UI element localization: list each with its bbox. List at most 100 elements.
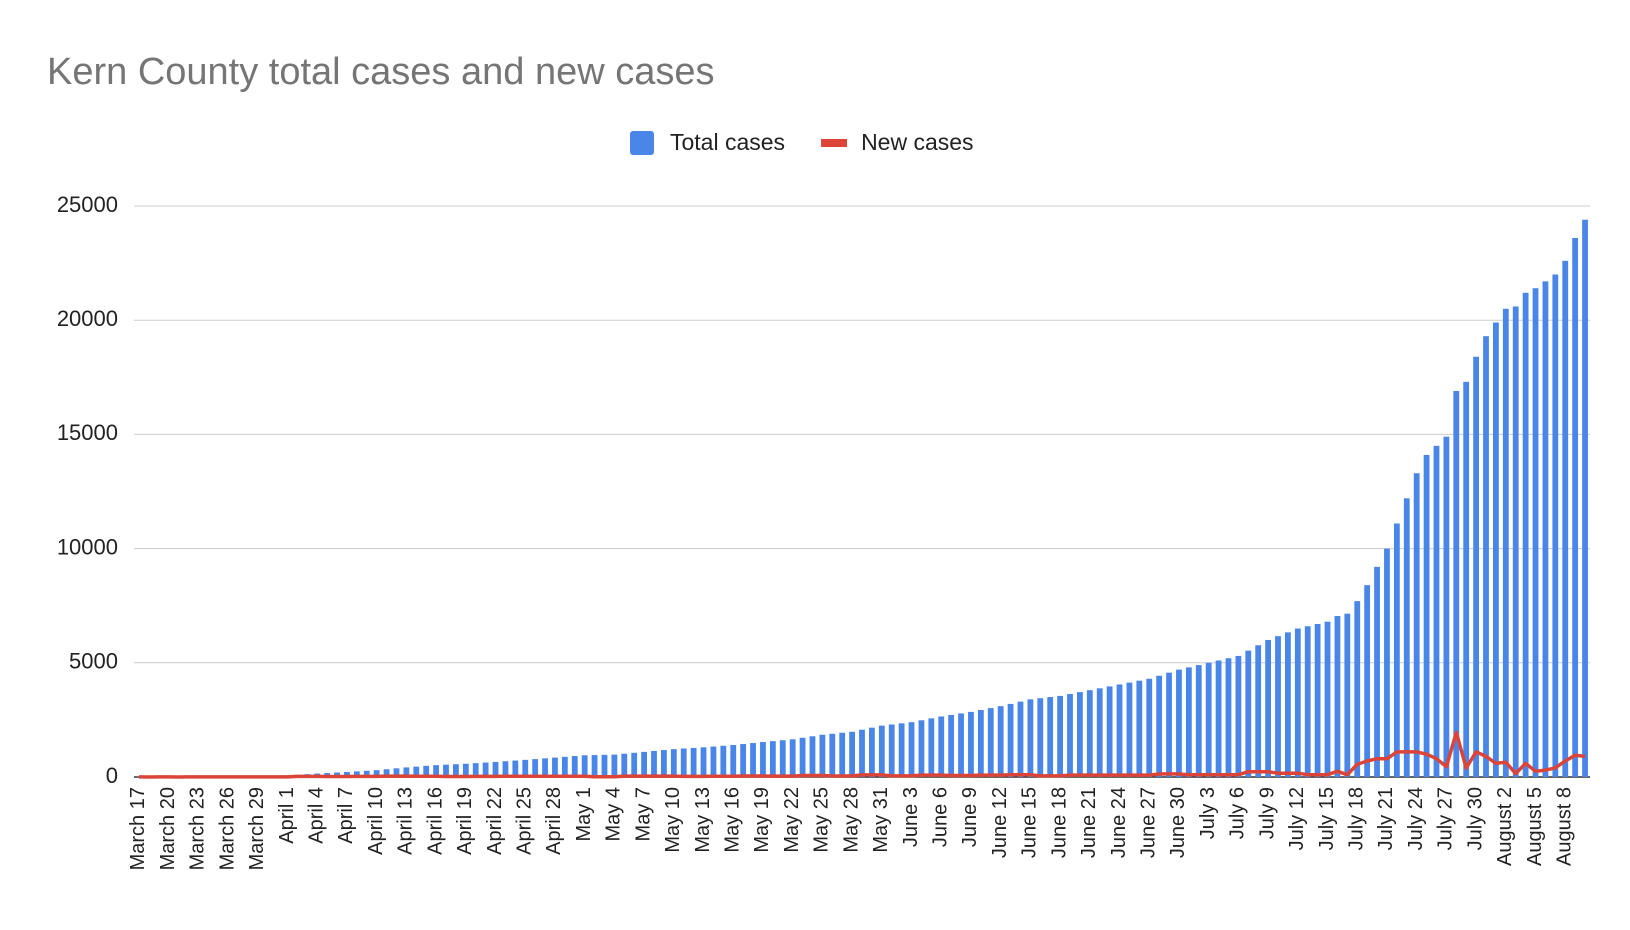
- bar: [453, 764, 459, 777]
- bar: [1572, 237, 1579, 777]
- bar: [1334, 615, 1341, 777]
- chart-title: Kern County total cases and new cases: [47, 51, 715, 93]
- bar: [443, 764, 449, 777]
- bar: [373, 770, 380, 777]
- bar: [1086, 690, 1093, 777]
- bar: [769, 741, 776, 777]
- x-tick-label: April 10: [365, 787, 387, 855]
- bar: [1512, 306, 1519, 777]
- bar: [651, 750, 657, 777]
- x-tick-label: June 15: [1019, 787, 1041, 858]
- bar: [730, 745, 737, 777]
- bar: [1384, 548, 1390, 777]
- bar: [700, 747, 707, 777]
- bar: [1532, 288, 1539, 777]
- bar: [1057, 695, 1063, 777]
- bar: [948, 714, 955, 777]
- bar: [482, 762, 489, 777]
- bar: [1077, 692, 1083, 777]
- x-tick-label: August 5: [1524, 787, 1546, 866]
- x-tick-label: May 16: [722, 787, 744, 853]
- bar: [542, 758, 548, 777]
- x-tick-label: June 24: [1108, 787, 1130, 858]
- bar: [760, 742, 766, 777]
- bar: [1364, 585, 1371, 777]
- bar: [661, 750, 667, 777]
- x-tick-label: July 15: [1316, 787, 1338, 850]
- legend-swatch: [821, 139, 848, 147]
- x-tick-label: June 3: [900, 787, 922, 847]
- bar: [1354, 601, 1361, 777]
- bar: [1413, 473, 1420, 777]
- bar: [740, 744, 747, 777]
- x-tick-label: April 28: [543, 787, 565, 855]
- bar: [403, 767, 410, 777]
- bar: [1493, 322, 1499, 777]
- bar: [1344, 613, 1351, 777]
- x-tick-label: July 3: [1197, 787, 1219, 839]
- bar: [1552, 274, 1559, 777]
- x-tick-label: May 25: [811, 787, 833, 853]
- x-tick-label: June 30: [1167, 787, 1189, 858]
- x-tick-label: March 29: [246, 787, 268, 870]
- bar: [1285, 632, 1291, 777]
- bar: [423, 765, 430, 777]
- bar: [878, 725, 885, 777]
- bar: [433, 765, 439, 777]
- x-tick-label: April 16: [424, 787, 446, 855]
- bar: [1463, 381, 1470, 777]
- x-tick-label: April 19: [454, 787, 476, 855]
- bar: [641, 751, 647, 777]
- bar: [1146, 678, 1153, 777]
- bar: [472, 763, 479, 777]
- y-tick-label: 20000: [57, 306, 118, 331]
- bar: [1116, 684, 1123, 777]
- bar: [1027, 699, 1034, 777]
- y-tick-label: 15000: [57, 420, 118, 445]
- bar: [898, 723, 905, 777]
- bar: [1542, 281, 1549, 777]
- bar: [462, 763, 469, 777]
- bar: [829, 733, 836, 777]
- bar: [1314, 623, 1321, 777]
- x-tick-label: March 23: [187, 787, 209, 870]
- bar: [1106, 686, 1113, 777]
- bar: [908, 722, 915, 777]
- x-tick-label: June 12: [989, 787, 1011, 858]
- bar: [1275, 636, 1281, 777]
- bar: [512, 760, 519, 777]
- x-tick-label: July 12: [1286, 787, 1308, 850]
- bar: [1195, 665, 1202, 777]
- bar: [1235, 655, 1242, 777]
- bar: [621, 753, 628, 777]
- x-tick-label: April 25: [514, 787, 536, 855]
- bar: [839, 732, 846, 777]
- bar: [561, 756, 568, 777]
- bar: [413, 766, 420, 777]
- bar: [1502, 308, 1509, 777]
- y-tick-label: 10000: [57, 534, 118, 559]
- x-tick-label: July 18: [1346, 787, 1368, 850]
- bar: [710, 746, 717, 777]
- bar: [1473, 356, 1479, 777]
- bar: [502, 761, 509, 777]
- bar: [958, 713, 964, 777]
- x-tick-label: May 1: [573, 787, 595, 841]
- bar: [1522, 292, 1529, 777]
- bar: [1205, 662, 1212, 777]
- bar: [492, 761, 499, 777]
- bar: [601, 754, 608, 777]
- bar: [631, 752, 638, 777]
- bar: [591, 755, 598, 777]
- bar: [344, 771, 350, 777]
- bar: [1304, 626, 1311, 777]
- bar: [997, 706, 1004, 777]
- x-tick-label: April 7: [335, 787, 357, 844]
- bar: [1582, 219, 1588, 778]
- bar: [1393, 523, 1400, 777]
- bar: [1453, 391, 1460, 777]
- bar: [809, 736, 816, 777]
- bar: [1443, 436, 1450, 777]
- bar: [1215, 660, 1222, 777]
